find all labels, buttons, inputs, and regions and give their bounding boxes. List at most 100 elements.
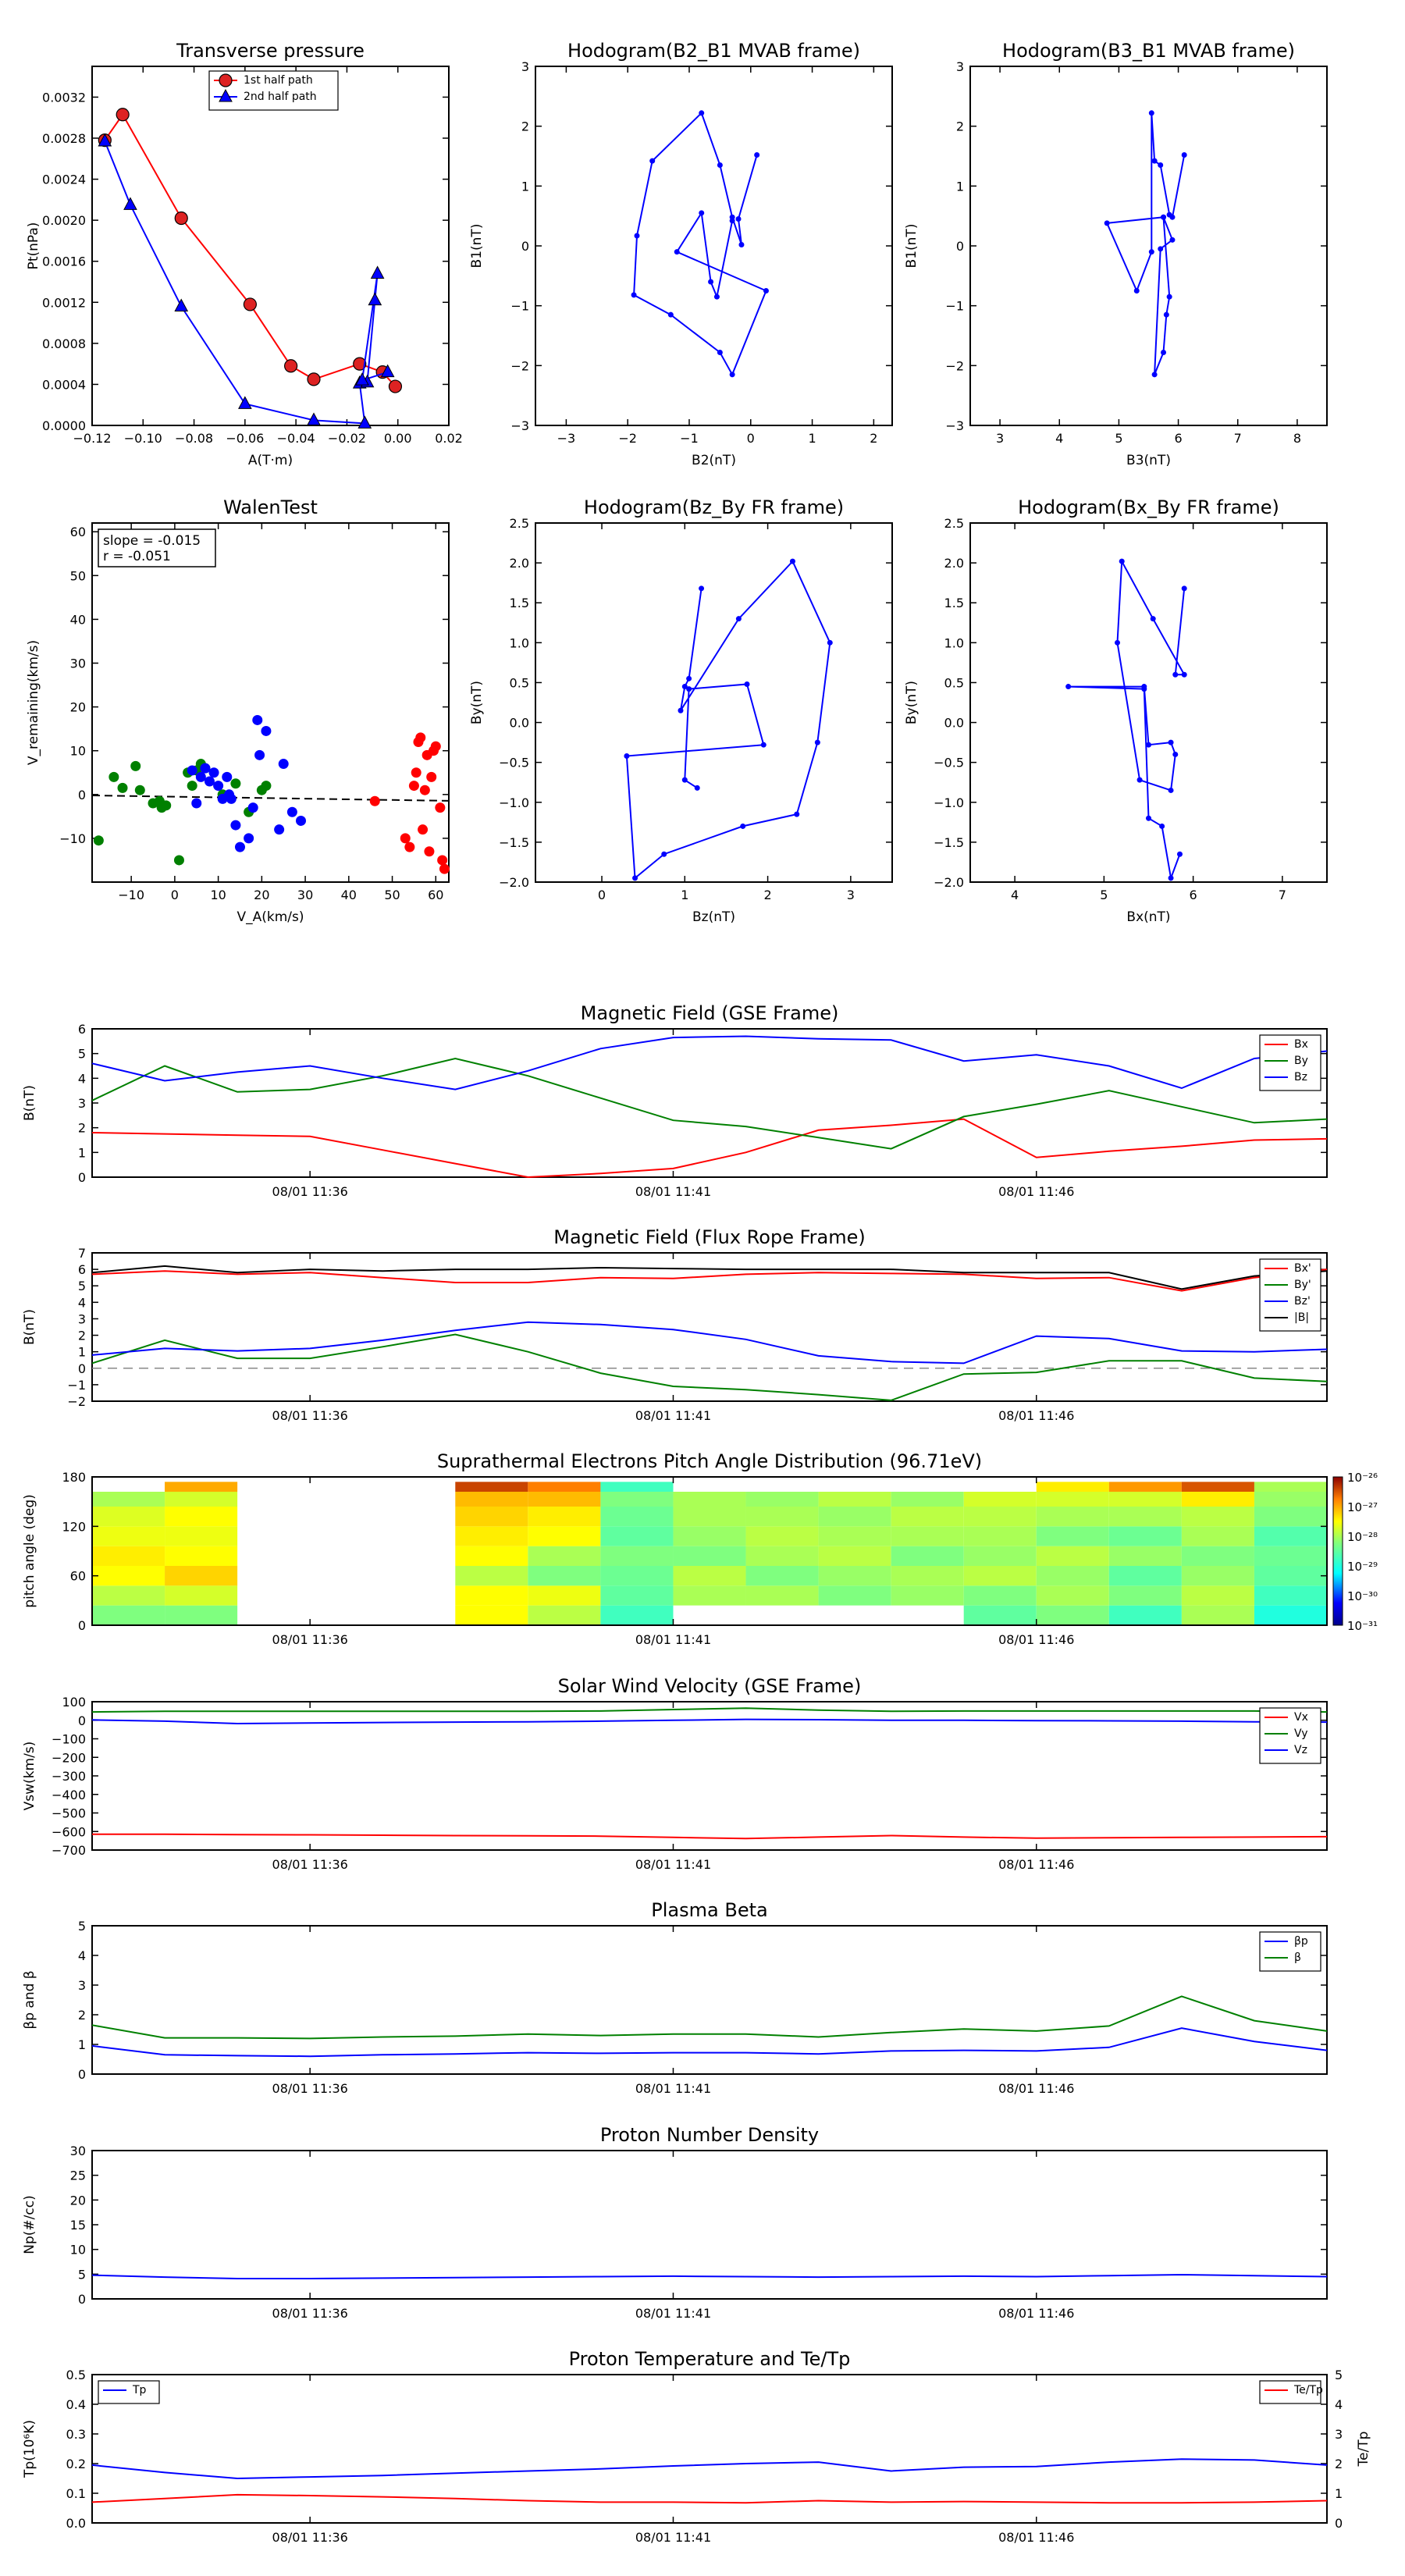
data-point [200,763,211,774]
data-point [368,292,382,306]
data-point [1104,220,1110,226]
heatmap-cell [455,1526,528,1546]
legend-label: By' [1294,1279,1311,1291]
data-point [744,681,750,687]
y-tick-label: −3 [510,418,529,433]
data-point [1168,739,1174,745]
y-tick-label: 1.5 [944,596,964,610]
x-axis-label: Bx(nT) [1126,909,1170,925]
heatmap-cell [600,1526,674,1546]
y2-tick-label: 4 [1335,2397,1343,2412]
plot-frame [969,66,1328,426]
y-tick-label: 0.0020 [42,213,86,228]
series-line [91,1333,1328,1401]
x-tick-label: 4 [1011,888,1019,902]
chart-9: −700 −600 −500 −400 −300 −200 −100 0 100 Solar Wi… [22,1675,1328,1872]
heatmap-cell [600,1546,674,1566]
colorbar-gradient [1332,1476,1343,1626]
heatmap-cell [600,1605,674,1625]
legend: Te/Tp [1259,2380,1323,2404]
chart-11: 0 5 10 15 20 25 30 Proton Number Density Np(#/cc… [22,2124,1328,2321]
chart-title: Hodogram(B2_B1 MVAB frame) [567,40,860,62]
time-tick-label: 08/01 11:46 [998,1184,1074,1199]
y-axis-label: Pt(nPa) [26,222,41,270]
colorbar-label: 10⁻²⁷ [1347,1500,1378,1514]
x-tick-label: 2 [870,431,877,446]
time-tick-label: 08/01 11:41 [635,1408,711,1423]
time-tick-label: 08/01 11:46 [998,1632,1074,1647]
data-point [191,798,202,809]
y-tick-label: 0.1 [66,2486,86,2501]
y-tick-label: −500 [52,1806,86,1821]
x-tick-label: −0.02 [328,431,366,446]
data-point [161,800,172,811]
x-tick-label: 7 [1234,431,1242,446]
heatmap-cell [891,1507,964,1527]
y-tick-label: 0.3 [66,2427,86,2442]
y-tick-label: 2 [521,119,529,134]
y-tick-label: 2.5 [944,516,964,531]
chart-3: −10 0 10 20 30 40 50 60 −10 0 10 20 30 40 50 60 WalenTes… [26,496,450,925]
y-tick-label: 50 [70,568,86,583]
y-tick-label: 10 [70,744,86,759]
data-point [1146,742,1151,748]
data-point [699,110,705,116]
chart-title: Transverse pressure [176,40,365,62]
y-tick-label: 0 [78,2292,86,2307]
heatmap-cell [1181,1605,1254,1625]
data-point [388,379,403,393]
y-tick-label: 2 [78,1121,86,1136]
data-point [1172,751,1179,757]
y-tick-label: −2 [945,358,964,373]
data-point [117,782,128,793]
heatmap-cell [92,1605,165,1625]
y-tick-label: 0.0016 [42,254,86,269]
annotation-text: slope = -0.015 [103,533,201,549]
y-tick-label: 0.5 [66,2368,86,2382]
plot-frame [91,1028,1328,1178]
y-axis-label: βp and β [22,1970,37,2029]
legend-label: Bx' [1294,1262,1311,1275]
y-tick-label: 0.0028 [42,131,86,146]
chart-5: 4 5 6 7 −2.0 −1.5 −1.0 −0.5 0.0 0.5 1.0 1.5 2.0 2.5 Ho… [904,496,1328,925]
y-tick-label: 20 [70,2193,86,2208]
y-tick-label: 0.0 [510,716,529,731]
y-tick-label: 60 [70,525,86,539]
y-tick-label: 0.0000 [42,418,86,433]
data-point [1168,875,1174,881]
annotation-text: r = -0.051 [103,549,171,564]
chart-6: 0 1 2 3 4 5 6 Magnetic Field (GSE Frame) B(nT) 08… [22,1002,1328,1199]
heatmap-cell [1108,1566,1182,1586]
heatmap-cell [1036,1585,1109,1606]
heatmap-cell [891,1492,964,1507]
heatmap-cell [455,1507,528,1527]
heatmap-cell [455,1482,528,1492]
heatmap-cell [1254,1566,1327,1586]
heatmap-cell [963,1526,1037,1546]
heatmap-cell [528,1492,601,1507]
data-point [1150,616,1156,622]
legend-label: Bz [1294,1071,1307,1083]
data-point [1181,585,1187,592]
data-point [1166,294,1172,300]
chart-0: −0.12 −0.10 −0.08 −0.06 −0.04 −0.02 0.00 0.02 0.… [26,40,463,468]
heatmap-cell [963,1605,1037,1625]
time-tick-label: 08/01 11:46 [998,2530,1074,2545]
data-point [174,211,188,226]
data-point [123,197,137,210]
data-point [252,714,263,725]
y-tick-label: −2 [510,358,529,373]
data-point [296,815,307,826]
y-axis-label: By(nT) [469,681,485,724]
y-tick-label: 2.0 [510,556,529,571]
heatmap-cell [963,1507,1037,1527]
y-tick-label: 5 [78,2267,86,2282]
y-tick-label: 5 [78,1279,86,1293]
heatmap-cell [818,1566,891,1586]
y-tick-label: 5 [78,1047,86,1062]
y-tick-label: 7 [78,1246,86,1261]
x-tick-label: 6 [1174,431,1182,446]
heatmap-cell [455,1492,528,1507]
